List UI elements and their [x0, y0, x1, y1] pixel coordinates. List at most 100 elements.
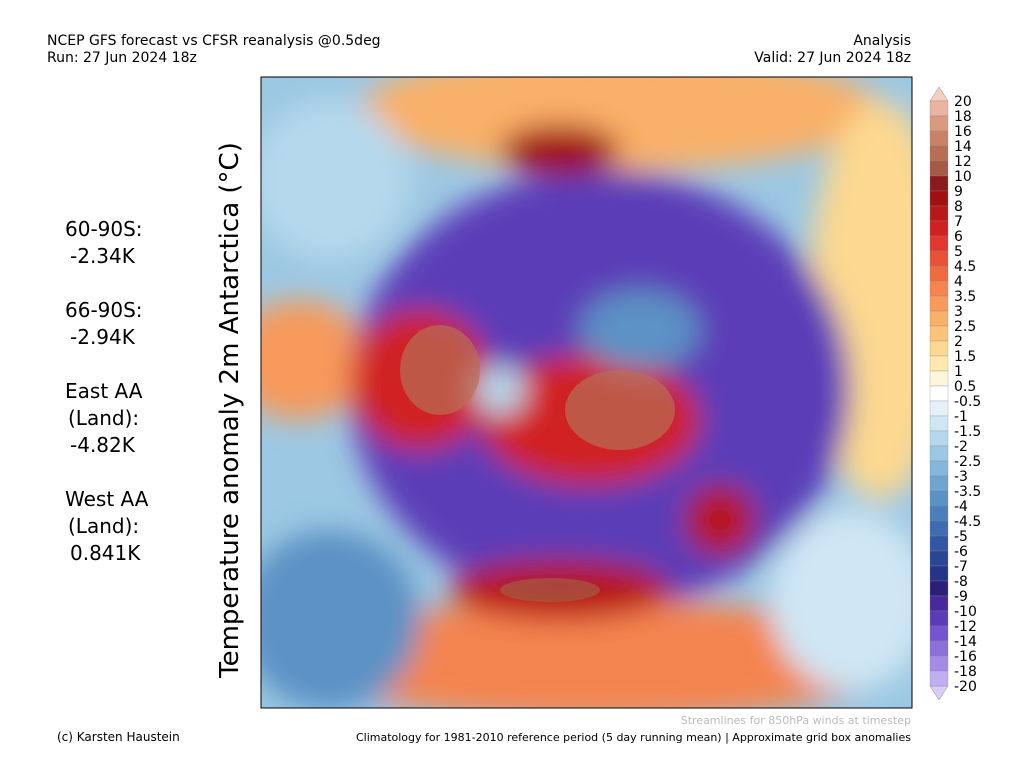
colorbar-label: 9	[954, 184, 963, 200]
run: Run: 27 Jun 2024 18z	[47, 50, 197, 66]
stat-label: (Land):	[68, 406, 139, 430]
stat-label: 66-90S:	[65, 298, 143, 322]
colorbar-box	[929, 280, 949, 297]
colorbar-label: -5	[954, 529, 968, 545]
colorbar-box	[929, 520, 949, 537]
colorbar-label: -12	[954, 619, 977, 635]
stat-value: -2.94K	[70, 325, 136, 349]
colorbar-label: -10	[954, 604, 977, 620]
colorbar-label: 4.5	[954, 259, 976, 275]
title: NCEP GFS forecast vs CFSR reanalysis @0.…	[47, 33, 381, 49]
colorbar-label: 6	[954, 229, 963, 245]
colorbar-box	[929, 175, 949, 192]
colorbar-box	[929, 235, 949, 252]
colorbar-box	[929, 655, 949, 672]
colorbar-label: -8	[954, 574, 968, 590]
streamlines-note: Streamlines for 850hPa winds at timestep	[681, 714, 911, 727]
credit: (c) Karsten Haustein	[57, 730, 180, 744]
colorbar-label: 0.5	[954, 379, 976, 395]
stat-label: 60-90S:	[65, 217, 143, 241]
colorbar-box	[929, 220, 949, 237]
colorbar-label: 2	[954, 334, 963, 350]
stat-value: -2.34K	[70, 244, 136, 268]
mode: Analysis	[853, 33, 911, 49]
colorbar-label: -9	[954, 589, 968, 605]
colorbar-box	[929, 400, 949, 417]
colorbar-box	[929, 295, 949, 312]
colorbar-box	[929, 340, 949, 357]
colorbar-label: 4	[954, 274, 963, 290]
colorbar-label: -4.5	[954, 514, 981, 530]
colorbar-box	[929, 565, 949, 582]
colorbar-box	[929, 550, 949, 567]
valid: Valid: 27 Jun 2024 18z	[754, 50, 911, 66]
colorbar-box	[929, 670, 949, 687]
colorbar-box	[929, 190, 949, 207]
colorbar-box	[929, 265, 949, 282]
colorbar-box	[929, 355, 949, 372]
colorbar-label: 2.5	[954, 319, 976, 335]
colorbar-box	[929, 130, 949, 147]
colorbar-box	[929, 460, 949, 477]
colorbar-box	[929, 625, 949, 642]
colorbar-box	[929, 100, 949, 117]
y-label: Temperature anomaly 2m Antarctica (°C)	[215, 142, 245, 679]
colorbar-label: -3.5	[954, 484, 981, 500]
colorbar-box	[929, 250, 949, 267]
colorbar-box	[929, 385, 949, 402]
stats: 60-90S: -2.34K 66-90S: -2.94K East AA (Land):…	[65, 217, 149, 565]
colorbar-box	[929, 490, 949, 507]
colorbar-box	[929, 370, 949, 387]
colorbar-label: 1	[954, 364, 963, 380]
climatology-note: Climatology for 1981-2010 reference peri…	[356, 731, 911, 744]
colorbar-label: -20	[954, 679, 977, 695]
colorbar-label: -1.5	[954, 424, 981, 440]
colorbar-box	[929, 160, 949, 177]
colorbar-box	[929, 325, 949, 342]
colorbar-label: 12	[954, 154, 972, 170]
colorbar-box	[929, 415, 949, 432]
map	[261, 77, 912, 708]
colorbar-label: 7	[954, 214, 963, 230]
map-frame	[260, 76, 913, 709]
colorbar-label: -16	[954, 649, 977, 665]
colorbar-box	[929, 430, 949, 447]
colorbar-bottom	[929, 685, 949, 701]
stat-value: 0.841K	[70, 541, 141, 565]
colorbar-label: -4	[954, 499, 968, 515]
colorbar-box	[929, 640, 949, 657]
colorbar-label: -18	[954, 664, 977, 680]
colorbar-label: 10	[954, 169, 972, 185]
colorbar-label: -1	[954, 409, 968, 425]
colorbar-box	[929, 535, 949, 552]
colorbar-label: 3	[954, 304, 963, 320]
stat-label: East AA	[65, 379, 143, 403]
colorbar-label: 1.5	[954, 349, 976, 365]
colorbar-label: -2.5	[954, 454, 981, 470]
colorbar-label: 18	[954, 109, 972, 125]
colorbar-label: 16	[954, 124, 972, 140]
colorbar-box	[929, 115, 949, 132]
colorbar-box	[929, 205, 949, 222]
stat-value: -4.82K	[70, 433, 136, 457]
colorbar-label: 20	[954, 94, 972, 110]
colorbar-box	[929, 310, 949, 327]
colorbar-label: -0.5	[954, 394, 981, 410]
colorbar-box	[929, 505, 949, 522]
colorbar-box	[929, 610, 949, 627]
colorbar-label: 14	[954, 139, 972, 155]
colorbar-label: 3.5	[954, 289, 976, 305]
colorbar-label: -2	[954, 439, 968, 455]
colorbar-box	[929, 595, 949, 612]
colorbar-box	[929, 445, 949, 462]
stat-label: (Land):	[68, 514, 139, 538]
stat-label: West AA	[65, 487, 149, 511]
colorbar-label: -6	[954, 544, 968, 560]
colorbar-label: -14	[954, 634, 977, 650]
colorbar: 201816141210987654.543.532.521.510.5-0.5…	[929, 86, 981, 701]
colorbar-box	[929, 145, 949, 162]
colorbar-box	[929, 580, 949, 597]
colorbar-box	[929, 475, 949, 492]
colorbar-label: -7	[954, 559, 968, 575]
